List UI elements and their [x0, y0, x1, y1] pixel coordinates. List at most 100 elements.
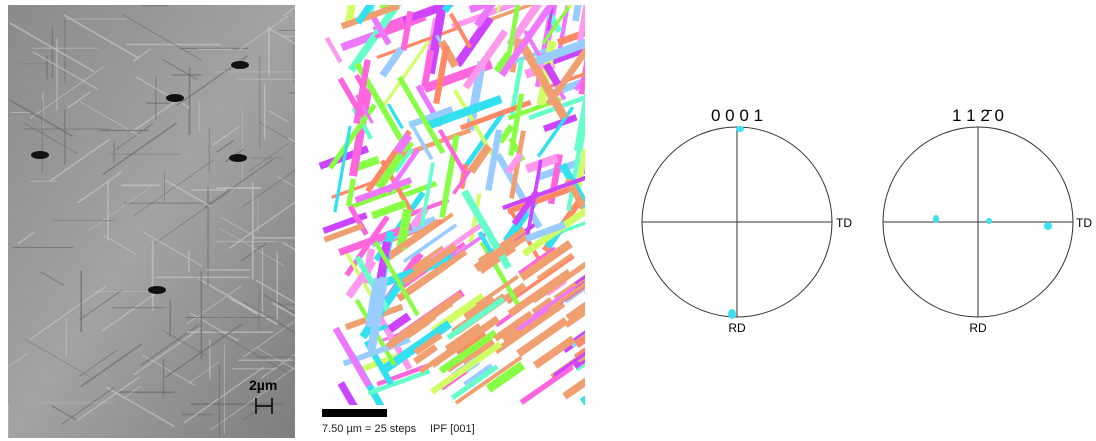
texture [63, 14, 139, 59]
grain [474, 5, 517, 28]
texture [241, 169, 295, 208]
texture [17, 231, 36, 245]
grain [400, 10, 414, 51]
texture [256, 346, 295, 370]
grain [447, 345, 485, 373]
grain [380, 40, 430, 110]
texture [105, 386, 176, 428]
sem-image [8, 5, 295, 438]
grain [408, 106, 454, 128]
grain [370, 199, 408, 220]
grain [411, 245, 446, 273]
grain [332, 326, 372, 388]
pore [148, 286, 166, 294]
texture [40, 271, 65, 287]
grain [506, 255, 575, 305]
grain [493, 301, 566, 355]
grain [583, 259, 585, 299]
grain [580, 64, 585, 94]
texture [213, 329, 291, 375]
grain [556, 18, 585, 46]
texture [61, 386, 115, 426]
grain [402, 5, 450, 25]
grain [485, 129, 503, 191]
pole-figure-title: 0 0 0 1 [711, 106, 763, 125]
grain [461, 338, 497, 367]
texture [102, 293, 155, 332]
grain [577, 5, 585, 42]
texture [142, 354, 196, 386]
grain [397, 75, 446, 155]
grain [413, 344, 438, 365]
texture [220, 216, 255, 237]
grain [499, 5, 556, 78]
texture [162, 329, 207, 356]
grain [536, 252, 574, 281]
texture [80, 343, 142, 388]
grain [424, 249, 468, 282]
ebsd-ipf-text: IPF [001] [430, 423, 475, 435]
pore [31, 151, 49, 159]
texture [183, 366, 264, 424]
grain [536, 106, 575, 158]
texture [162, 58, 198, 80]
grain [388, 218, 440, 257]
pore [229, 154, 247, 162]
grain [402, 223, 458, 263]
texture [133, 326, 203, 376]
texture [218, 227, 285, 266]
texture [9, 99, 74, 138]
grain [338, 222, 413, 256]
texture [210, 386, 272, 431]
grain [573, 64, 585, 152]
grain [534, 36, 585, 66]
texture [282, 6, 295, 17]
texture [66, 91, 92, 109]
grain [444, 323, 481, 351]
grain [504, 5, 525, 66]
sem-scale-bar [255, 398, 273, 414]
texture [281, 241, 295, 251]
grain [453, 15, 494, 68]
texture [268, 110, 289, 123]
grain [451, 5, 536, 30]
texture [272, 302, 295, 317]
grain [547, 263, 585, 311]
grain [475, 274, 520, 307]
texture [8, 352, 29, 368]
texture [51, 405, 78, 422]
grain [337, 381, 384, 405]
grain [578, 324, 585, 363]
grain [493, 310, 534, 342]
grain [463, 295, 495, 319]
texture [22, 337, 90, 378]
grain [467, 143, 493, 174]
grain [506, 5, 557, 48]
grain [505, 152, 524, 175]
grain [524, 221, 566, 242]
grain [573, 346, 585, 370]
grain [562, 342, 585, 400]
grain [578, 47, 585, 95]
grain [516, 317, 569, 358]
grain [579, 5, 585, 35]
grain [452, 166, 474, 195]
grain [374, 16, 427, 39]
grain [401, 243, 458, 286]
grain [354, 177, 413, 204]
ebsd-scale-text: 7.50 µm = 25 steps [322, 423, 417, 435]
grain [438, 329, 498, 374]
grain [430, 341, 503, 395]
texture [240, 300, 295, 333]
grain [427, 95, 503, 130]
texture [87, 187, 151, 232]
grain [324, 36, 343, 64]
pore [231, 61, 249, 69]
texture [24, 123, 78, 155]
grain [564, 298, 585, 328]
sem-scale-label: 2µm [249, 377, 277, 393]
grain [380, 320, 452, 375]
grain [519, 364, 574, 405]
texture [164, 179, 211, 208]
grain [328, 103, 377, 170]
